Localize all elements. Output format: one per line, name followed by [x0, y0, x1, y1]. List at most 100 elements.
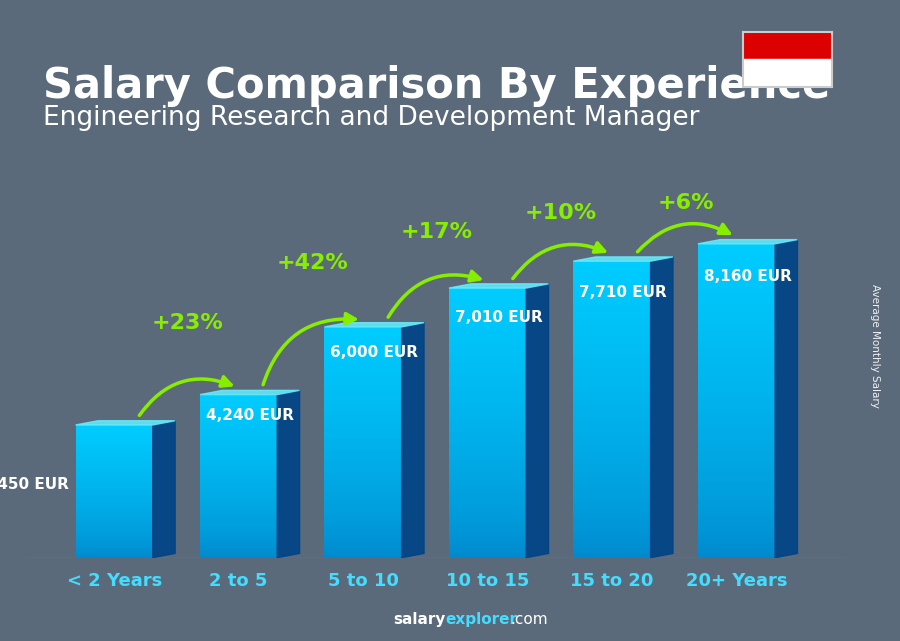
Bar: [449, 356, 526, 359]
Bar: [573, 328, 651, 331]
Bar: [76, 458, 153, 460]
Bar: [200, 506, 277, 509]
Bar: [698, 338, 775, 342]
Bar: [449, 372, 526, 376]
Bar: [325, 474, 401, 477]
Bar: [449, 383, 526, 386]
Bar: [325, 488, 401, 491]
Bar: [325, 442, 401, 445]
Bar: [76, 503, 153, 504]
Bar: [698, 346, 775, 350]
Bar: [76, 499, 153, 501]
Bar: [325, 514, 401, 517]
Bar: [325, 431, 401, 433]
Polygon shape: [325, 322, 424, 327]
Bar: [200, 478, 277, 480]
Bar: [200, 551, 277, 554]
Polygon shape: [449, 284, 548, 288]
Bar: [76, 556, 153, 558]
Bar: [698, 252, 775, 256]
Bar: [698, 511, 775, 515]
Bar: [325, 381, 401, 385]
Bar: [76, 471, 153, 473]
Bar: [698, 354, 775, 358]
Bar: [449, 490, 526, 494]
Bar: [76, 513, 153, 515]
Bar: [573, 331, 651, 335]
Bar: [573, 447, 651, 450]
Bar: [698, 495, 775, 499]
Bar: [200, 456, 277, 458]
Bar: [449, 440, 526, 443]
Bar: [449, 345, 526, 349]
Bar: [325, 448, 401, 451]
Bar: [76, 460, 153, 462]
Bar: [449, 410, 526, 413]
Bar: [573, 513, 651, 517]
Text: Salary Comparison By Experience: Salary Comparison By Experience: [43, 65, 831, 107]
Bar: [200, 539, 277, 542]
Bar: [325, 379, 401, 381]
Bar: [698, 358, 775, 362]
Bar: [449, 301, 526, 305]
Bar: [698, 479, 775, 483]
Bar: [200, 407, 277, 409]
Bar: [698, 271, 775, 275]
Bar: [573, 324, 651, 328]
Bar: [698, 436, 775, 440]
Bar: [325, 497, 401, 500]
Bar: [76, 549, 153, 551]
Bar: [76, 547, 153, 549]
Bar: [200, 521, 277, 523]
Bar: [573, 454, 651, 458]
Bar: [698, 365, 775, 369]
Bar: [573, 365, 651, 369]
Bar: [325, 454, 401, 456]
Bar: [698, 248, 775, 252]
Bar: [449, 396, 526, 399]
Bar: [76, 487, 153, 488]
Bar: [573, 469, 651, 472]
Bar: [573, 387, 651, 391]
Bar: [76, 456, 153, 458]
Polygon shape: [76, 420, 176, 425]
Bar: [200, 427, 277, 429]
Bar: [573, 483, 651, 487]
Bar: [76, 543, 153, 544]
Bar: [200, 537, 277, 539]
Text: +6%: +6%: [657, 194, 714, 213]
Bar: [449, 332, 526, 335]
Bar: [200, 462, 277, 464]
Bar: [449, 537, 526, 541]
Bar: [449, 437, 526, 440]
Bar: [449, 386, 526, 389]
Bar: [200, 531, 277, 533]
Bar: [325, 329, 401, 333]
Bar: [573, 417, 651, 420]
Bar: [449, 433, 526, 437]
Bar: [449, 487, 526, 490]
Bar: [325, 463, 401, 465]
Bar: [76, 430, 153, 431]
Bar: [449, 403, 526, 406]
Bar: [698, 287, 775, 291]
Bar: [325, 347, 401, 350]
Bar: [76, 506, 153, 508]
Bar: [449, 416, 526, 419]
Bar: [573, 495, 651, 498]
Bar: [200, 488, 277, 490]
Bar: [573, 532, 651, 535]
Bar: [76, 501, 153, 503]
Bar: [76, 495, 153, 496]
Polygon shape: [775, 240, 797, 558]
Bar: [325, 491, 401, 494]
Bar: [200, 460, 277, 462]
Bar: [573, 313, 651, 317]
Bar: [573, 431, 651, 435]
Bar: [76, 431, 153, 433]
Bar: [325, 512, 401, 514]
Bar: [200, 470, 277, 472]
Bar: [449, 295, 526, 298]
Bar: [76, 455, 153, 456]
Bar: [200, 513, 277, 515]
